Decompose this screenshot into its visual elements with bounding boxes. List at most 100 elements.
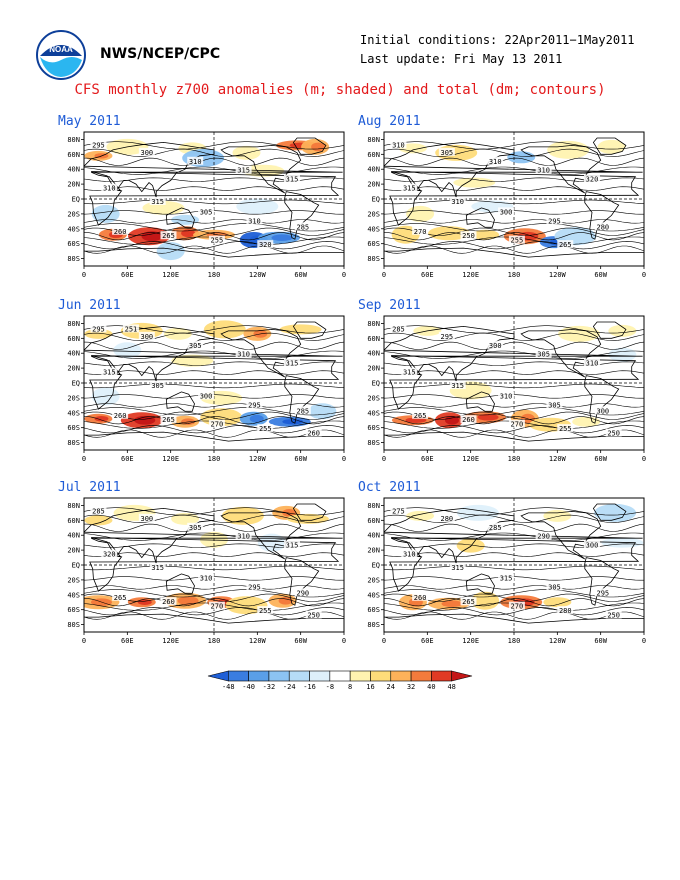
lon-label: 0 bbox=[342, 637, 346, 645]
map-svg: 310 305 310 310 320 315 310 300 295 280 270 250 255 2… bbox=[367, 131, 646, 279]
lat-label: 60N bbox=[367, 517, 380, 525]
contour-label-bg bbox=[257, 606, 274, 615]
contour-label-bg bbox=[160, 231, 177, 240]
contour-label-bg bbox=[546, 582, 563, 591]
contour-label: 300 bbox=[489, 342, 502, 350]
lat-label: 60N bbox=[67, 517, 80, 525]
contour-label: 280 bbox=[559, 607, 572, 615]
lat-label: 60S bbox=[67, 606, 80, 614]
anomaly-blob bbox=[406, 510, 435, 521]
contour-label-bg bbox=[90, 506, 107, 515]
anomaly-core bbox=[94, 415, 109, 422]
contour-label: 315 bbox=[286, 176, 299, 184]
contour-label: 310 bbox=[537, 167, 550, 175]
lat-label: 20N bbox=[67, 181, 80, 189]
contour-label: 295 bbox=[597, 589, 610, 597]
lat-label: 80N bbox=[367, 136, 380, 144]
contour-line bbox=[384, 241, 644, 250]
anomaly-blob bbox=[203, 320, 246, 339]
contour-label: 295 bbox=[441, 333, 454, 341]
lon-label: 0 bbox=[642, 455, 646, 463]
lat-label: 40S bbox=[367, 591, 380, 599]
contour-line bbox=[384, 325, 644, 334]
noaa-logo-icon: NOAA bbox=[36, 30, 86, 80]
contour-label-bg bbox=[187, 522, 204, 531]
coastline bbox=[292, 503, 327, 521]
contour-label-bg bbox=[605, 610, 622, 619]
anomaly-blob bbox=[163, 327, 192, 340]
contour-label-bg bbox=[508, 601, 525, 610]
coastline bbox=[592, 321, 627, 339]
colorbar-swatch bbox=[329, 670, 351, 682]
lat-label: 80S bbox=[367, 255, 380, 263]
lon-label: 120E bbox=[162, 637, 179, 645]
contour-label: 310 bbox=[237, 533, 250, 541]
contour-label-bg bbox=[101, 367, 118, 376]
lon-label: 60E bbox=[121, 271, 134, 279]
contour-label-bg bbox=[449, 562, 466, 571]
coastline bbox=[292, 137, 327, 155]
contour-line bbox=[384, 429, 644, 438]
anomaly-blob bbox=[113, 342, 142, 359]
lon-label: 0 bbox=[342, 455, 346, 463]
map-svg: 285 295 300 305 310 315 315 310 305 300 265 260 270 2… bbox=[367, 315, 646, 463]
contour-line bbox=[84, 514, 344, 523]
contour-label-bg bbox=[160, 415, 177, 424]
contour-label: 280 bbox=[597, 223, 610, 231]
contour-line bbox=[84, 507, 344, 516]
lat-label: 40S bbox=[367, 409, 380, 417]
contour-label: 250 bbox=[462, 232, 475, 240]
lat-label: 80S bbox=[367, 439, 380, 447]
lat-label: EQ bbox=[72, 380, 80, 388]
lat-label: 20S bbox=[367, 210, 380, 218]
lon-label: 60E bbox=[121, 637, 134, 645]
lat-label: 20S bbox=[67, 576, 80, 584]
lon-label: 0 bbox=[642, 637, 646, 645]
contour-label-bg bbox=[149, 562, 166, 571]
lat-label: 20N bbox=[367, 365, 380, 373]
lat-label: 40N bbox=[67, 532, 80, 540]
contour-label: 315 bbox=[451, 382, 464, 390]
lat-label: 60S bbox=[67, 240, 80, 248]
contour-label-bg bbox=[149, 380, 166, 389]
contour-label-bg bbox=[498, 207, 515, 216]
contour-line bbox=[84, 148, 344, 157]
lon-label: 60W bbox=[594, 637, 607, 645]
lat-label: 40N bbox=[367, 532, 380, 540]
contour-label: 265 bbox=[162, 416, 175, 424]
contour-line bbox=[84, 611, 344, 620]
lat-label: 20N bbox=[67, 547, 80, 555]
panel-may: May 2011 295 300 310 315 315 310 315 305 310 285 2… bbox=[58, 114, 348, 280]
map-aug: 310 305 310 310 320 315 310 300 295 280 270 250 255 2… bbox=[358, 128, 648, 280]
coastline bbox=[584, 191, 620, 240]
contour-line bbox=[84, 332, 344, 341]
contour-label-bg bbox=[487, 156, 504, 165]
coastline bbox=[584, 557, 620, 606]
coastline bbox=[520, 328, 602, 378]
lat-label: EQ bbox=[372, 380, 380, 388]
lat-label: 40N bbox=[67, 166, 80, 174]
colorbar-swatch bbox=[309, 670, 331, 682]
coastline bbox=[292, 321, 327, 339]
anomaly-core bbox=[405, 417, 427, 423]
map-svg: 295 300 305 310 315 315 305 300 295 285 260 265 270 2… bbox=[67, 315, 346, 463]
contour-label: 260 bbox=[114, 412, 127, 420]
contour-label-bg bbox=[90, 140, 107, 149]
contour-label: 255 bbox=[259, 607, 272, 615]
contour-label-bg bbox=[198, 573, 215, 582]
lon-label: 0 bbox=[382, 637, 386, 645]
figure-title: CFS monthly z700 anomalies (m; shaded) a… bbox=[74, 82, 606, 98]
lat-label: 20S bbox=[367, 576, 380, 584]
contour-label-bg bbox=[438, 147, 455, 156]
contour-label: 250 bbox=[307, 612, 320, 620]
contour-label: 285 bbox=[92, 507, 105, 515]
contour-label: 310 bbox=[500, 392, 513, 400]
lon-label: 120E bbox=[162, 271, 179, 279]
colorbar-swatch bbox=[349, 670, 371, 682]
contour-label: 315 bbox=[151, 198, 164, 206]
coastline bbox=[520, 510, 602, 560]
lat-label: 20S bbox=[67, 394, 80, 402]
lat-label: 80N bbox=[367, 320, 380, 328]
contour-label-bg bbox=[257, 424, 274, 433]
lon-label: 0 bbox=[82, 271, 86, 279]
